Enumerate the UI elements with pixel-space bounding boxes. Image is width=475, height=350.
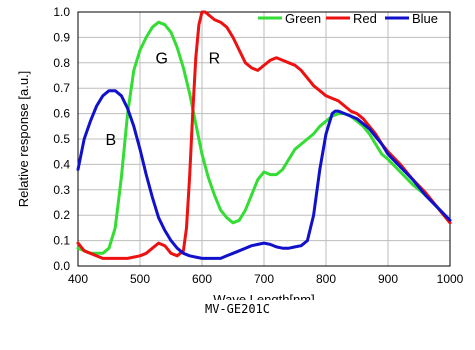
series-lines <box>76 10 452 260</box>
y-tick-label: 0.0 <box>53 259 70 273</box>
annotation-r: R <box>209 51 221 68</box>
x-axis-label: Wave Length[nm] <box>213 292 314 300</box>
y-tick-label: 0.9 <box>53 30 70 44</box>
y-tick-label: 0.6 <box>53 107 70 121</box>
x-tick-label: 700 <box>254 272 274 286</box>
legend-label-green: Green <box>285 11 321 26</box>
series-line-red <box>76 10 452 260</box>
y-tick-label: 1.0 <box>53 5 70 19</box>
annotation-b: B <box>106 132 117 149</box>
y-tick-label: 0.8 <box>53 56 70 70</box>
series-line-green <box>76 20 452 255</box>
annotation-g: G <box>155 51 167 68</box>
y-tick-label: 0.4 <box>53 157 70 171</box>
y-axis-label: Relative response [a.u.] <box>16 71 31 208</box>
legend-label-blue: Blue <box>412 11 438 26</box>
y-tick-label: 0.2 <box>53 208 70 222</box>
annotations: B G R <box>106 51 221 149</box>
y-tick-label: 0.5 <box>53 132 70 146</box>
tick-labels: 0.0 0.1 0.2 0.3 0.4 0.5 0.6 0.7 0.8 0.9 1.0 400 500 6… <box>53 5 463 286</box>
x-tick-label: 500 <box>130 272 150 286</box>
y-tick-label: 0.1 <box>53 234 70 248</box>
x-tick-label: 900 <box>378 272 398 286</box>
series-line-blue <box>76 89 452 260</box>
legend-label-red: Red <box>353 11 377 26</box>
x-tick-label: 1000 <box>437 272 464 286</box>
x-tick-label: 400 <box>68 272 88 286</box>
y-tick-label: 0.7 <box>53 81 70 95</box>
x-tick-label: 800 <box>316 272 336 286</box>
y-tick-label: 0.3 <box>53 183 70 197</box>
grid <box>77 11 451 267</box>
plot-frame <box>77 11 451 267</box>
x-tick-label: 600 <box>192 272 212 286</box>
legend: Green Red Blue <box>258 11 438 26</box>
chart: 0.0 0.1 0.2 0.3 0.4 0.5 0.6 0.7 0.8 0.9 1.0 400 500 6… <box>16 5 464 300</box>
model-caption: MV-GE201C <box>204 302 271 316</box>
